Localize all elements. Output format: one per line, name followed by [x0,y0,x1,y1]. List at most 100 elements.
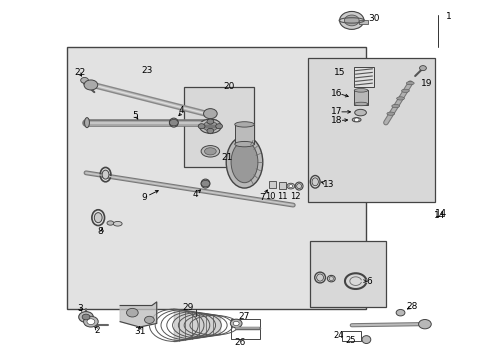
Bar [230,319,260,338]
Ellipse shape [401,89,408,93]
Text: 28: 28 [405,302,417,311]
Ellipse shape [406,82,413,85]
Circle shape [419,66,426,71]
Ellipse shape [353,89,367,92]
Circle shape [418,319,430,329]
Ellipse shape [396,97,404,100]
Circle shape [344,15,358,26]
Bar [353,90,367,105]
Circle shape [395,310,404,316]
Text: 30: 30 [367,14,379,23]
Ellipse shape [201,145,219,157]
Text: 8: 8 [98,228,103,237]
Bar [358,20,367,24]
Circle shape [126,309,138,317]
Circle shape [339,12,363,30]
Circle shape [84,80,98,90]
Ellipse shape [391,104,399,108]
Text: 21: 21 [221,153,233,162]
Circle shape [82,314,90,320]
Text: 16: 16 [331,89,342,98]
Text: 14: 14 [434,209,446,219]
Ellipse shape [311,178,318,186]
Ellipse shape [386,112,394,115]
Ellipse shape [226,136,262,188]
Text: 26: 26 [233,338,245,347]
Ellipse shape [234,141,254,147]
Ellipse shape [107,221,114,225]
Circle shape [79,312,93,322]
Text: 13: 13 [322,180,333,189]
Circle shape [201,180,209,187]
Polygon shape [120,302,157,327]
Bar [278,182,286,189]
Ellipse shape [353,102,367,106]
Circle shape [353,118,358,122]
Ellipse shape [354,109,366,116]
Circle shape [230,319,242,328]
Text: 23: 23 [141,66,152,75]
Text: 17: 17 [330,107,342,116]
Circle shape [233,321,239,325]
Ellipse shape [231,141,257,183]
Ellipse shape [328,276,333,280]
Circle shape [198,124,204,129]
Text: 27: 27 [238,312,250,321]
Circle shape [144,316,154,323]
Text: 11: 11 [277,192,287,201]
Text: 5: 5 [132,111,138,120]
Ellipse shape [102,170,109,179]
Text: 24: 24 [333,331,343,340]
Text: 4: 4 [193,190,198,199]
Circle shape [87,319,95,324]
Ellipse shape [84,118,89,128]
Text: 25: 25 [345,336,355,345]
Circle shape [206,129,213,134]
Text: 4: 4 [178,106,183,115]
Ellipse shape [94,213,102,223]
Ellipse shape [203,122,217,131]
Circle shape [81,77,88,83]
Bar [269,181,276,188]
Text: 15: 15 [333,68,345,77]
Ellipse shape [316,274,323,281]
Text: 10: 10 [264,192,275,201]
Circle shape [203,109,217,119]
Circle shape [169,120,178,126]
Bar [341,330,360,341]
Bar [353,67,373,87]
Circle shape [288,185,292,188]
Text: 14: 14 [433,211,444,220]
Bar [183,87,254,167]
Ellipse shape [201,179,209,188]
Text: 9: 9 [142,193,147,202]
Circle shape [286,183,294,189]
Text: 18: 18 [331,116,342,125]
Text: 2: 2 [94,326,100,335]
Ellipse shape [361,336,370,343]
Text: 6: 6 [365,276,371,285]
Text: 19: 19 [420,79,432,88]
Text: 3: 3 [77,303,82,312]
Circle shape [215,124,222,129]
Ellipse shape [113,221,122,226]
Ellipse shape [234,122,254,127]
Text: 29: 29 [183,303,194,312]
Bar [66,47,366,309]
Text: 1: 1 [446,12,451,21]
Text: 12: 12 [290,192,300,201]
Text: 31: 31 [134,327,145,336]
Bar [310,241,385,307]
Bar [307,58,434,202]
Ellipse shape [199,119,221,134]
Ellipse shape [169,118,178,127]
Bar [234,125,254,144]
Circle shape [83,316,98,327]
Ellipse shape [296,184,301,189]
Text: 7: 7 [259,193,264,202]
Ellipse shape [351,118,360,122]
Ellipse shape [204,148,216,155]
Text: 20: 20 [223,82,234,91]
Circle shape [206,119,213,124]
Text: 22: 22 [74,68,85,77]
